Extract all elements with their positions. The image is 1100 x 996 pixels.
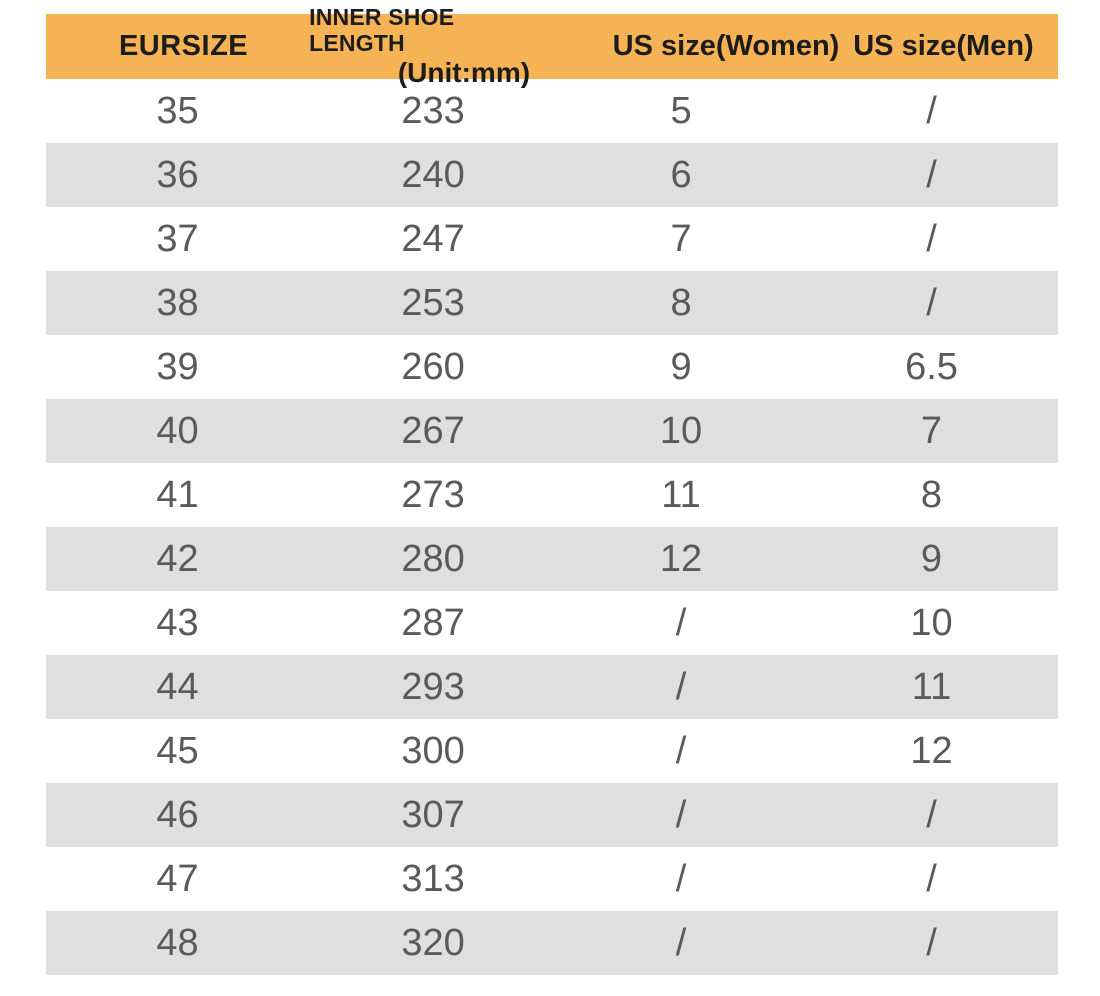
table-row: 42 280 12 9 <box>46 527 1058 591</box>
us-men-cell: / <box>926 281 937 324</box>
table-row: 37 247 7 / <box>46 207 1058 271</box>
header-us-size-men: US size(Men) <box>853 30 1034 62</box>
us-men-cell: 10 <box>910 601 953 644</box>
table-row: 35 233 5 / <box>46 79 1058 143</box>
eu-size-cell: 35 <box>156 89 199 132</box>
us-women-cell: 6 <box>670 153 692 196</box>
eu-size-cell: 41 <box>156 473 199 516</box>
inner-length-cell: 293 <box>401 665 465 708</box>
inner-length-cell: 260 <box>401 345 465 388</box>
table-row: 46 307 / / <box>46 783 1058 847</box>
table-row: 40 267 10 7 <box>46 399 1058 463</box>
eu-size-cell: 36 <box>156 153 199 196</box>
us-women-cell: / <box>675 729 687 772</box>
table-row: 44 293 / 11 <box>46 655 1058 719</box>
us-women-cell: 5 <box>670 89 692 132</box>
us-men-cell: 12 <box>910 729 953 772</box>
size-conversion-table: EURSIZE INNER SHOE LENGTH (Unit:mm) US s… <box>46 4 1058 975</box>
eu-size-cell: 44 <box>156 665 199 708</box>
us-men-cell: / <box>926 153 937 196</box>
table-row: 45 300 / 12 <box>46 719 1058 783</box>
eu-size-cell: 48 <box>156 921 199 964</box>
eu-size-cell: 43 <box>156 601 199 644</box>
us-men-cell: 6.5 <box>905 345 958 388</box>
inner-length-cell: 273 <box>401 473 465 516</box>
us-women-cell: / <box>675 793 687 836</box>
us-men-cell: 7 <box>920 409 943 452</box>
inner-length-cell: 307 <box>401 793 465 836</box>
table-header-row: EURSIZE INNER SHOE LENGTH (Unit:mm) US s… <box>46 4 1058 88</box>
eu-size-cell: 38 <box>156 281 199 324</box>
header-unit-label: (Unit:mm) <box>397 56 531 88</box>
table-row: 48 320 / / <box>46 911 1058 975</box>
table-rows: 35 233 5 / 36 240 6 / 37 247 7 / 38 253 … <box>46 79 1058 975</box>
inner-length-cell: 313 <box>401 857 465 900</box>
inner-length-cell: 247 <box>401 217 465 260</box>
us-women-cell: 8 <box>670 281 692 324</box>
inner-length-cell: 320 <box>401 921 465 964</box>
eu-size-cell: 39 <box>156 345 199 388</box>
eu-size-cell: 47 <box>156 857 199 900</box>
us-men-cell: 9 <box>920 537 943 580</box>
inner-length-cell: 280 <box>401 537 465 580</box>
inner-length-cell: 233 <box>401 89 465 132</box>
table-row: 41 273 11 8 <box>46 463 1058 527</box>
us-men-cell: / <box>926 921 937 964</box>
us-women-cell: 12 <box>659 537 703 580</box>
inner-length-cell: 267 <box>401 409 465 452</box>
table-row: 36 240 6 / <box>46 143 1058 207</box>
us-men-cell: 11 <box>911 665 952 708</box>
us-women-cell: 11 <box>661 473 701 516</box>
table-row: 43 287 / 10 <box>46 591 1058 655</box>
us-women-cell: / <box>675 857 687 900</box>
inner-length-cell: 240 <box>401 153 465 196</box>
eu-size-cell: 40 <box>156 409 199 452</box>
us-women-cell: 7 <box>670 217 692 260</box>
eu-size-cell: 46 <box>156 793 199 836</box>
header-inner-shoe-length-label: INNER SHOE LENGTH <box>309 4 455 56</box>
header-us-size-women: US size(Women) <box>612 30 840 62</box>
table-row: 39 260 9 6.5 <box>46 335 1058 399</box>
table-row: 47 313 / / <box>46 847 1058 911</box>
eu-size-cell: 37 <box>156 217 199 260</box>
us-women-cell: / <box>675 665 687 708</box>
us-men-cell: / <box>926 217 937 260</box>
table-row: 38 253 8 / <box>46 271 1058 335</box>
inner-length-cell: 253 <box>401 281 465 324</box>
us-women-cell: / <box>675 921 687 964</box>
eu-size-cell: 45 <box>156 729 199 772</box>
us-men-cell: / <box>926 857 937 900</box>
us-women-cell: 10 <box>659 409 703 452</box>
us-men-cell: / <box>926 89 937 132</box>
us-women-cell: / <box>675 601 687 644</box>
eu-size-cell: 42 <box>156 537 199 580</box>
us-men-cell: 8 <box>920 473 943 516</box>
header-eursize: EURSIZE <box>118 30 249 62</box>
header-inner-shoe-length: INNER SHOE LENGTH (Unit:mm) <box>309 4 557 88</box>
us-men-cell: / <box>926 793 937 836</box>
inner-length-cell: 300 <box>401 729 465 772</box>
us-women-cell: 9 <box>670 345 692 388</box>
inner-length-cell: 287 <box>401 601 465 644</box>
